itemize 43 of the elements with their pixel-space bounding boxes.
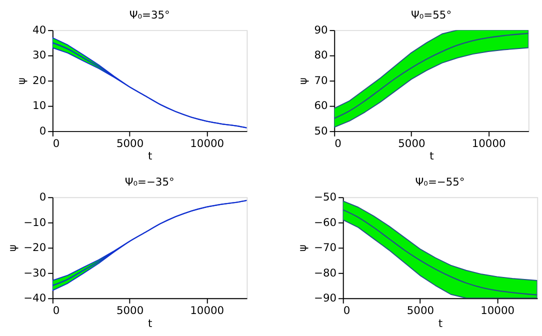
- x-axis-title: t: [148, 316, 152, 330]
- y-tick-label: −50: [314, 190, 337, 204]
- x-tick-label: 5000: [116, 137, 144, 150]
- y-tick-label: 10: [32, 99, 46, 112]
- x-tick-label: 10000: [190, 137, 224, 150]
- y-tick-label: 0: [39, 190, 46, 204]
- x-tick-label: 0: [52, 137, 60, 150]
- x-tick-label: 10000: [472, 137, 506, 150]
- x-axis-title: t: [148, 150, 152, 163]
- x-axis-title: t: [438, 316, 443, 330]
- x-axis-title: t: [430, 150, 434, 163]
- x-tick-label: 0: [343, 304, 350, 318]
- y-axis-title: ψ: [296, 244, 310, 252]
- y-axis-title: ψ: [296, 78, 310, 85]
- y-tick-label: 80: [314, 48, 328, 62]
- y-tick-label: 20: [32, 74, 46, 87]
- x-tick-label: 5000: [406, 304, 434, 318]
- y-tick-label: 50: [314, 124, 328, 138]
- y-tick-label: 60: [314, 99, 328, 112]
- y-tick-label: −20: [24, 241, 46, 254]
- y-tick-label: −60: [314, 216, 337, 229]
- y-tick-label: 70: [314, 74, 328, 87]
- y-tick-label: −40: [24, 292, 46, 305]
- x-tick-label: 5000: [116, 304, 144, 318]
- y-tick-label: −30: [24, 266, 46, 280]
- y-tick-label: 0: [39, 124, 46, 138]
- y-axis-title: ψ: [14, 78, 28, 85]
- y-tick-label: −70: [314, 241, 337, 254]
- x-tick-label: 10000: [190, 304, 224, 318]
- chart-title: Ψ₀=−55°: [415, 175, 465, 188]
- x-tick-label: 10000: [480, 304, 515, 318]
- x-tick-label: 5000: [398, 137, 426, 150]
- x-tick-label: 0: [52, 304, 60, 318]
- y-tick-label: 90: [314, 23, 328, 36]
- y-tick-label: 30: [32, 48, 46, 62]
- y-tick-label: 40: [32, 23, 46, 36]
- y-tick-label: −90: [314, 292, 337, 305]
- y-axis-title: ψ: [6, 244, 19, 252]
- y-tick-label: −10: [24, 216, 46, 229]
- y-tick-label: −80: [314, 266, 337, 280]
- chart-title: Ψ₀=35°: [129, 8, 170, 22]
- chart-title: Ψ₀=−35°: [124, 175, 174, 188]
- chart-title: Ψ₀=55°: [410, 8, 452, 22]
